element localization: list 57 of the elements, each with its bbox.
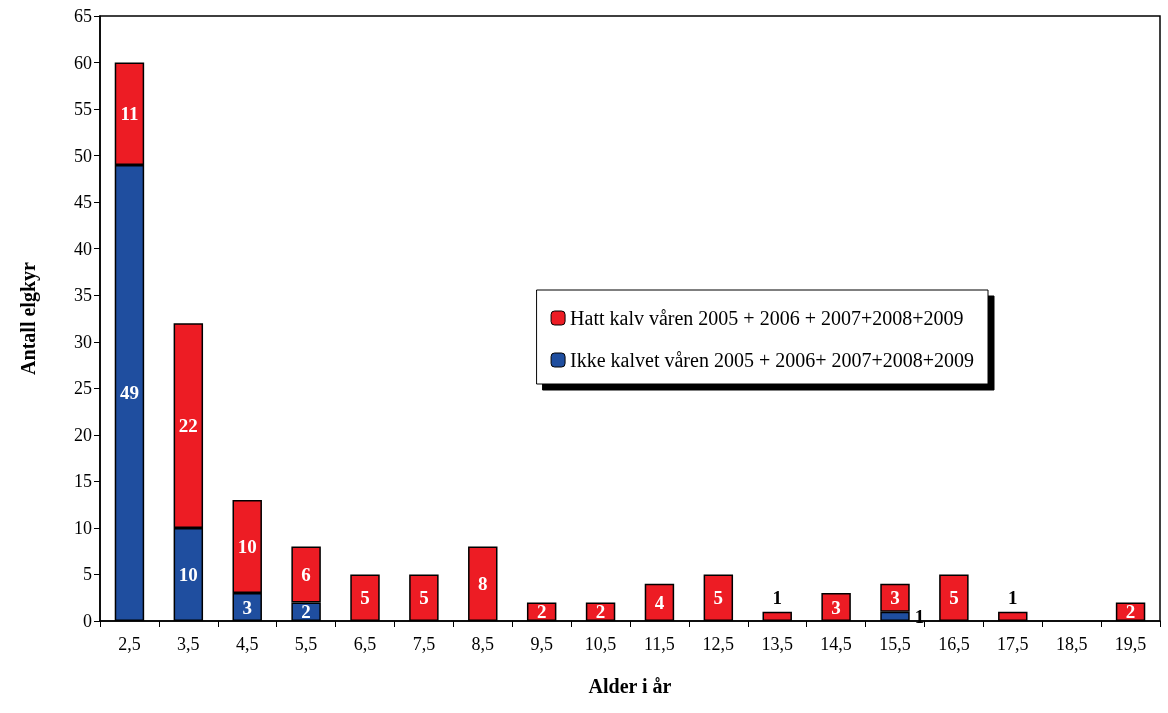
y-tick-label: 25 (74, 378, 92, 399)
x-tick-label: 7,5 (412, 634, 436, 654)
x-tick-label: 18,5 (1055, 634, 1088, 654)
data-label: 10 (178, 563, 198, 585)
data-label: 10 (237, 536, 257, 558)
data-label: 2 (1125, 601, 1136, 623)
data-label: 8 (478, 573, 488, 595)
y-tick-label: 30 (74, 331, 92, 352)
data-label: 5 (360, 587, 370, 609)
y-tick-label: 10 (74, 517, 92, 538)
data-label: 2 (301, 601, 311, 623)
data-label: 3 (831, 596, 841, 618)
data-label: 11 (120, 103, 139, 125)
data-label: 49 (119, 382, 139, 404)
data-label: 1 (1008, 586, 1018, 608)
x-tick-label: 8,5 (471, 634, 495, 654)
y-tick-label: 5 (83, 564, 92, 585)
data-label: 22 (178, 415, 198, 437)
x-tick-label: 15,5 (879, 634, 911, 654)
x-tick-label: 13,5 (761, 634, 793, 654)
data-label: 2 (595, 601, 606, 623)
x-tick-label: 5,5 (294, 634, 318, 654)
y-axis-title: Antall elgkyr (17, 261, 40, 375)
y-tick-label: 20 (74, 424, 92, 445)
legend-label: Hatt kalv våren 2005 + 2006 + 2007+2008+2009 (570, 307, 964, 329)
x-tick-label: 12,5 (702, 634, 735, 654)
x-tick-label: 14,5 (820, 634, 852, 654)
x-tick-label: 3,5 (177, 634, 200, 654)
x-tick-label: 4,5 (235, 634, 259, 654)
legend-label: Ikke kalvet våren 2005 + 2006+ 2007+2008+2009 (570, 349, 974, 371)
y-tick-label: 45 (74, 192, 92, 213)
y-tick-label: 35 (74, 285, 92, 306)
y-tick-label: 0 (83, 611, 92, 631)
x-tick-label: 6,5 (353, 634, 377, 654)
data-label: 5 (713, 587, 724, 609)
data-label: 2 (536, 601, 547, 623)
data-label: 5 (949, 587, 959, 609)
data-label: 1 (772, 586, 782, 608)
data-label: 4 (654, 591, 665, 613)
data-label: 3 (242, 596, 252, 618)
x-axis-title: Alder i år (588, 675, 672, 697)
y-tick-label: 65 (74, 6, 92, 26)
y-tick-label: 15 (74, 471, 92, 492)
x-tick-label: 2,5 (118, 634, 141, 654)
data-label: 5 (419, 587, 429, 609)
y-tick-label: 40 (74, 238, 92, 259)
x-tick-label: 11,5 (644, 634, 675, 654)
x-tick-label: 10,5 (584, 634, 617, 654)
y-tick-label: 55 (74, 99, 92, 120)
x-tick-label: 19,5 (1114, 634, 1147, 654)
data-label: 6 (301, 563, 311, 585)
data-label: 3 (890, 587, 900, 609)
x-tick-label: 17,5 (997, 634, 1029, 654)
x-tick-label: 16,5 (938, 634, 970, 654)
y-tick-label: 50 (74, 145, 92, 166)
x-tick-label: 9,5 (530, 634, 553, 654)
y-tick-label: 60 (74, 52, 92, 73)
